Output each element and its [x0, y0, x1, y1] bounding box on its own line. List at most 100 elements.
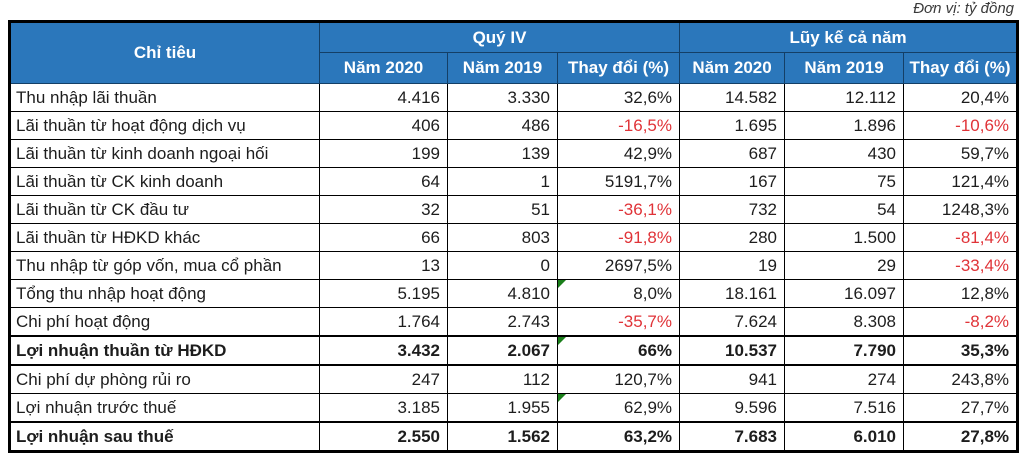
- row-label: Lãi thuần từ kinh doanh ngoại hối: [9, 139, 320, 168]
- value-cell: 430: [784, 139, 905, 168]
- row-label: Lãi thuần từ CK kinh doanh: [9, 167, 320, 196]
- table-row: Lợi nhuận trước thuế 3.185 1.955 62,9% 9.596…: [9, 393, 1019, 423]
- value-cell: 0: [447, 251, 558, 280]
- column-header-fy-change: Thay đổi (%): [903, 52, 1019, 84]
- table-row: Lợi nhuận thuần từ HĐKD 3.432 2.067 66% 10.5…: [9, 335, 1019, 366]
- row-label: Lãi thuần từ CK đầu tư: [9, 195, 320, 224]
- value-cell: 75: [784, 167, 905, 196]
- table-header: Chỉ tiêu Quý IV Lũy kế cả năm Năm 2020 N…: [9, 21, 1019, 84]
- value-cell: 121,4%: [903, 167, 1019, 196]
- table-row: Lãi thuần từ hoạt động dịch vụ 406 486 -16,…: [9, 111, 1019, 140]
- financial-table: Chỉ tiêu Quý IV Lũy kế cả năm Năm 2020 N…: [8, 20, 1020, 453]
- column-header-q4-2019: Năm 2019: [447, 52, 558, 84]
- value-cell: 2.743: [447, 307, 558, 337]
- value-cell: 406: [319, 111, 448, 140]
- value-cell: 199: [319, 139, 448, 168]
- value-cell: 247: [319, 364, 448, 394]
- value-cell: 687: [679, 139, 786, 168]
- value-cell: 20,4%: [903, 83, 1019, 112]
- value-cell: 66: [319, 223, 448, 252]
- excel-error-flag-icon: [558, 394, 566, 402]
- value-cell: 486: [447, 111, 558, 140]
- value-cell: 8,0%: [556, 279, 681, 308]
- column-header-fy-2019: Năm 2019: [784, 52, 905, 84]
- value-cell: -33,4%: [903, 251, 1019, 280]
- value-cell: 2.067: [447, 335, 558, 366]
- table-row: Chi phí hoạt động 1.764 2.743 -35,7% 7.624 8.…: [9, 307, 1019, 337]
- value-cell: 274: [784, 364, 905, 394]
- value-cell: 732: [679, 195, 786, 224]
- value-cell: 5.195: [319, 279, 448, 308]
- column-header-q4-2020: Năm 2020: [319, 52, 448, 84]
- value-cell: 6.010: [784, 421, 905, 453]
- table-row: Thu nhập từ góp vốn, mua cổ phần 13 0 2697,…: [9, 251, 1019, 280]
- row-label: Thu nhập từ góp vốn, mua cổ phần: [9, 251, 320, 280]
- table-row: Lãi thuần từ CK đầu tư 32 51 -36,1% 732 54 124…: [9, 195, 1019, 224]
- table-row: Lợi nhuận sau thuế 2.550 1.562 63,2% 7.683 6.…: [9, 421, 1019, 453]
- value-cell: 9.596: [679, 393, 786, 423]
- value-cell: 12,8%: [903, 279, 1019, 308]
- value-cell: 2.550: [319, 421, 448, 453]
- group-header-quarter-iv: Quý IV: [318, 21, 681, 53]
- value-cell: 112: [447, 364, 558, 394]
- value-cell: 16.097: [784, 279, 905, 308]
- row-label: Tổng thu nhập hoạt động: [9, 279, 320, 308]
- row-label: Lãi thuần từ HĐKD khác: [9, 223, 320, 252]
- row-label: Chi phí hoạt động: [9, 307, 320, 337]
- value-cell: -16,5%: [556, 111, 681, 140]
- column-header-criteria: Chỉ tiêu: [9, 21, 320, 84]
- value-cell: 1.500: [784, 223, 905, 252]
- table-body: Thu nhập lãi thuần 4.416 3.330 32,6% 14.582 1…: [9, 83, 1019, 453]
- column-header-fy-2020: Năm 2020: [679, 52, 786, 84]
- table-row: Lãi thuần từ CK kinh doanh 64 1 5191,7% 167 7…: [9, 167, 1019, 196]
- table-row: Chi phí dự phòng rủi ro 247 112 120,7% 941 27…: [9, 364, 1019, 394]
- value-cell: 167: [679, 167, 786, 196]
- table-row: Thu nhập lãi thuần 4.416 3.330 32,6% 14.582 1…: [9, 83, 1019, 112]
- value-cell: 7.790: [784, 335, 905, 366]
- value-cell: 18.161: [679, 279, 786, 308]
- value-cell: 32: [319, 195, 448, 224]
- value-cell: 42,9%: [556, 139, 681, 168]
- value-cell: 8.308: [784, 307, 905, 337]
- value-cell: 941: [679, 364, 786, 394]
- value-cell: 12.112: [784, 83, 905, 112]
- unit-note: Đơn vị: tỷ đồng: [913, 0, 1014, 17]
- excel-error-flag-icon: [558, 338, 566, 345]
- value-cell: 7.516: [784, 393, 905, 423]
- value-cell: 7.683: [679, 421, 786, 453]
- value-cell: 54: [784, 195, 905, 224]
- value-cell: 4.810: [447, 279, 558, 308]
- value-cell: 7.624: [679, 307, 786, 337]
- value-cell: 1.764: [319, 307, 448, 337]
- value-cell: 2697,5%: [556, 251, 681, 280]
- value-cell: 62,9%: [556, 393, 681, 423]
- value-cell: 1: [447, 167, 558, 196]
- value-cell: 803: [447, 223, 558, 252]
- value-cell: 3.330: [447, 83, 558, 112]
- value-cell: 66%: [556, 335, 681, 366]
- value-cell: 1.955: [447, 393, 558, 423]
- table-row: Tổng thu nhập hoạt động 5.195 4.810 8,0% 18.…: [9, 279, 1019, 308]
- value-cell: 27,7%: [903, 393, 1019, 423]
- value-cell: -91,8%: [556, 223, 681, 252]
- column-header-q4-change: Thay đổi (%): [556, 52, 681, 84]
- value-cell: -8,2%: [903, 307, 1019, 337]
- value-cell: 51: [447, 195, 558, 224]
- row-label: Thu nhập lãi thuần: [9, 83, 320, 112]
- value-cell: -10,6%: [903, 111, 1019, 140]
- value-cell: 1.562: [447, 421, 558, 453]
- value-cell: 35,3%: [903, 335, 1019, 366]
- value-cell: 3.432: [319, 335, 448, 366]
- value-cell: 32,6%: [556, 83, 681, 112]
- value-cell: 139: [447, 139, 558, 168]
- value-cell: 29: [784, 251, 905, 280]
- value-cell: -35,7%: [556, 307, 681, 337]
- excel-error-flag-icon: [558, 280, 566, 288]
- value-cell: 120,7%: [556, 364, 681, 394]
- value-cell: 4.416: [319, 83, 448, 112]
- value-cell: 27,8%: [903, 421, 1019, 453]
- value-cell: 19: [679, 251, 786, 280]
- value-cell: 243,8%: [903, 364, 1019, 394]
- row-label: Lợi nhuận trước thuế: [9, 393, 320, 423]
- value-cell: 64: [319, 167, 448, 196]
